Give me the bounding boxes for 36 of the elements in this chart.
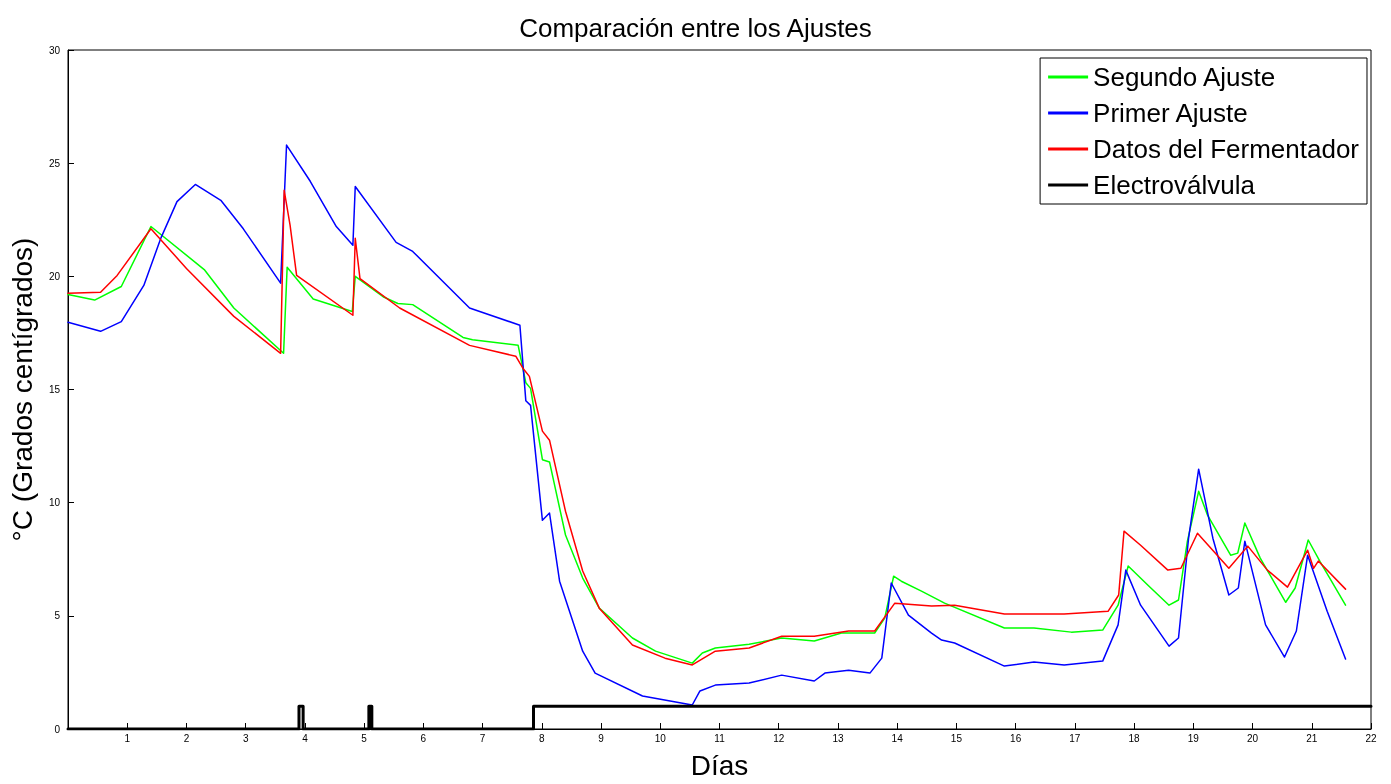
- x-tick-label: 5: [361, 732, 368, 744]
- legend-label: Segundo Ajuste: [1093, 62, 1276, 92]
- y-axis-title: °C (Grados centígrados): [6, 237, 38, 542]
- chart-title: Comparación entre los Ajustes: [519, 13, 872, 43]
- x-tick-label: 6: [420, 732, 427, 744]
- y-tick-label: 25: [48, 157, 61, 169]
- x-tick-label: 13: [832, 732, 844, 744]
- x-tick-label: 19: [1187, 732, 1200, 744]
- y-tick-label: 30: [48, 44, 61, 56]
- x-tick-label: 9: [598, 732, 605, 744]
- x-tick-label: 21: [1306, 732, 1318, 744]
- x-tick-label: 16: [1010, 732, 1022, 744]
- x-tick-label: 18: [1128, 732, 1141, 744]
- legend-label: Primer Ajuste: [1093, 98, 1248, 128]
- x-tick-label: 17: [1069, 732, 1081, 744]
- x-tick-label: 10: [654, 732, 667, 744]
- y-tick-label: 5: [54, 610, 61, 622]
- x-tick-label: 12: [773, 732, 785, 744]
- x-tick-label: 1: [124, 732, 131, 744]
- y-tick-label: 10: [48, 497, 61, 509]
- x-axis-title: Días: [690, 749, 749, 781]
- x-tick-label: 14: [891, 732, 904, 744]
- x-tick-label: 22: [1365, 732, 1377, 744]
- x-tick-label: 3: [242, 732, 249, 744]
- legend-label: Datos del Fermentador: [1093, 134, 1360, 164]
- x-tick-label: 8: [539, 732, 546, 744]
- x-tick-label: 20: [1246, 732, 1259, 744]
- x-tick-label: 11: [714, 732, 726, 744]
- x-tick-label: 2: [183, 732, 190, 744]
- legend-label: Electroválvula: [1093, 170, 1256, 200]
- x-tick-label: 15: [950, 732, 963, 744]
- y-tick-label: 15: [48, 384, 61, 395]
- y-tick-label: 0: [54, 723, 61, 735]
- x-tick-label: 4: [302, 732, 309, 744]
- y-tick-label: 20: [48, 270, 61, 282]
- x-tick-label: 7: [479, 732, 486, 744]
